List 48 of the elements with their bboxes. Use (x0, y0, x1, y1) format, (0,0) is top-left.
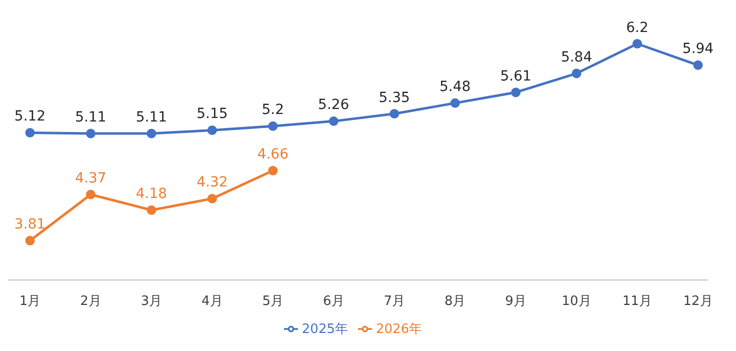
point (328, 116, 338, 126)
point (146, 205, 156, 215)
x-tick-label: 10月 (562, 294, 592, 310)
point (450, 98, 460, 108)
x-tick-label: 1月 (19, 294, 41, 310)
data-label: 5.94 (682, 41, 714, 58)
data-label: 4.37 (75, 170, 106, 186)
data-label: 5.15 (196, 106, 228, 122)
point (572, 68, 582, 78)
x-tick-label: 11月 (622, 294, 652, 310)
x-tick-label: 6月 (322, 294, 344, 310)
data-label: 5.12 (14, 108, 46, 125)
data-label: 5.11 (75, 110, 106, 126)
point (207, 125, 217, 135)
point (146, 128, 156, 138)
point (25, 236, 35, 246)
data-label: 6.2 (626, 20, 648, 36)
x-tick-label: 2月 (80, 294, 102, 310)
point (25, 128, 35, 138)
data-label: 5.11 (136, 110, 168, 126)
x-tick-label: 4月 (202, 294, 223, 310)
data-label: 5.84 (560, 49, 592, 66)
data-label: 5.48 (440, 79, 471, 96)
x-tick-label: 5月 (262, 294, 284, 310)
point (693, 60, 703, 70)
point (86, 128, 96, 138)
legend-label: 2025年 (302, 322, 348, 337)
data-label: 3.81 (14, 216, 46, 233)
point (268, 121, 278, 131)
data-label: 5.2 (262, 102, 284, 118)
point (390, 109, 400, 119)
x-tick-label: 7月 (384, 294, 406, 310)
point (511, 88, 521, 98)
x-tick-label: 8月 (444, 294, 466, 310)
x-tick-label: 12月 (683, 294, 713, 310)
x-tick-label: 9月 (505, 294, 526, 310)
point (632, 39, 642, 48)
point (86, 190, 96, 200)
data-label: 5.35 (378, 90, 410, 106)
legend-label: 2026年 (376, 322, 422, 337)
x-tick-label: 3月 (140, 294, 162, 310)
point (268, 166, 278, 176)
data-label: 4.32 (196, 174, 228, 191)
data-label: 4.18 (136, 186, 168, 202)
data-label: 4.66 (257, 146, 289, 163)
data-label: 5.26 (318, 97, 350, 114)
point (207, 194, 217, 204)
data-label: 5.61 (500, 68, 532, 84)
